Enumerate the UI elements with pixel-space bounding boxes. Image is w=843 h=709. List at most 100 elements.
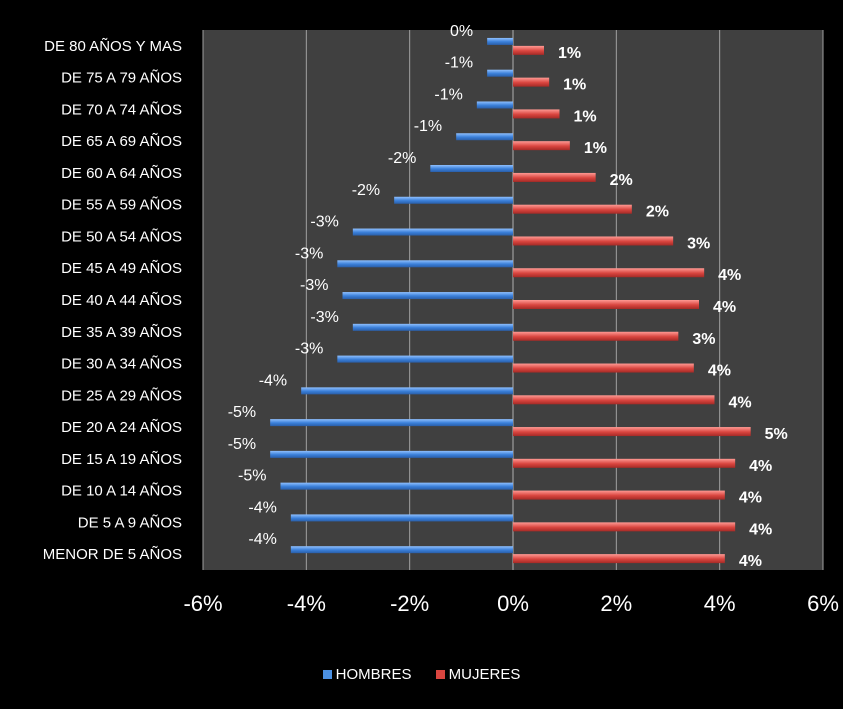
category-label: DE 20 A 24 AÑOS [61,419,182,436]
bar-hombres [290,546,513,554]
category-label: DE 25 A 29 AÑOS [61,387,182,404]
data-label-mujeres: 2% [646,204,669,221]
x-tick-label: 6% [807,591,839,616]
bar-hombres [352,228,513,236]
data-label-mujeres: 5% [765,426,788,443]
bar-mujeres [513,172,596,182]
data-label-hombres: -1% [434,86,462,103]
x-tick-label: 0% [497,591,529,616]
data-label-mujeres: 4% [708,363,731,380]
bar-mujeres [513,363,694,373]
category-label: DE 55 A 59 AÑOS [61,197,182,214]
data-label-mujeres: 1% [558,45,581,62]
legend-item-hombres: HOMBRES [322,666,412,683]
x-tick-label: -6% [183,591,222,616]
bar-mujeres [513,45,544,55]
legend-item-mujeres: MUJERES [435,666,521,683]
bar-mujeres [513,109,560,119]
data-label-mujeres: 1% [584,140,607,157]
bar-series [270,37,751,564]
bar-hombres [430,165,513,172]
data-label-mujeres: 2% [610,172,633,189]
legend-swatch-hombres [322,670,332,679]
bar-hombres [337,260,513,268]
bar-mujeres [513,141,570,151]
bar-hombres [337,355,513,363]
category-label: DE 75 A 79 AÑOS [61,70,182,87]
category-label: DE 50 A 54 AÑOS [61,228,182,245]
data-label-mujeres: 4% [749,521,772,538]
data-label-mujeres: 4% [713,299,736,316]
data-label-hombres: -3% [310,309,338,326]
bar-hombres [476,101,513,109]
category-label: DE 30 A 34 AÑOS [61,356,182,373]
bar-hombres [487,69,513,77]
bar-hombres [352,323,513,331]
bar-mujeres [513,554,725,564]
data-label-hombres: -2% [352,182,380,199]
category-label: DE 70 A 74 AÑOS [61,101,182,118]
bar-hombres [456,133,513,141]
bar-mujeres [513,268,705,278]
category-label: DE 5 A 9 AÑOS [78,514,182,531]
legend-label-hombres: HOMBRES [335,666,412,683]
data-label-mujeres: 4% [739,490,762,507]
data-label-hombres: -5% [228,436,256,453]
data-label-mujeres: 4% [749,458,772,475]
bar-mujeres [513,490,725,500]
data-label-hombres: -4% [248,499,276,516]
category-label: DE 65 A 69 AÑOS [61,133,182,150]
category-label: MENOR DE 5 AÑOS [43,546,182,563]
data-label-mujeres: 3% [687,235,710,252]
gridlines [202,30,824,570]
bar-mujeres [513,331,679,341]
data-label-mujeres: 3% [692,331,715,348]
category-axis-labels: DE 80 AÑOS Y MAS DE 75 A 79 AÑOS DE 70 A 7… [43,38,182,563]
bar-hombres [270,419,513,427]
data-label-hombres: -5% [238,468,266,485]
x-tick-label: 2% [600,591,632,616]
bar-hombres [394,196,513,204]
category-label: DE 45 A 49 AÑOS [61,260,182,277]
data-label-hombres: -3% [295,245,323,262]
bar-hombres [301,387,513,395]
legend: HOMBRES MUJERES [0,666,843,683]
category-label: DE 15 A 19 AÑOS [61,451,182,468]
category-label: DE 60 A 64 AÑOS [61,165,182,182]
bar-mujeres [513,236,674,246]
data-label-hombres: -2% [388,150,416,167]
data-label-hombres: -1% [414,118,442,135]
bar-mujeres [513,522,736,532]
x-tick-label: -2% [390,591,429,616]
data-label-hombres: -5% [228,404,256,421]
data-label-hombres: -3% [295,341,323,358]
data-label-hombres: -1% [445,55,473,72]
data-label-hombres: -3% [300,277,328,294]
bar-mujeres [513,458,736,468]
legend-swatch-mujeres [435,670,445,679]
legend-label-mujeres: MUJERES [448,666,521,683]
data-label-hombres: 0% [450,23,473,40]
bar-mujeres [513,204,632,214]
bar-mujeres [513,77,550,87]
bar-hombres [342,292,513,300]
x-tick-label: -4% [287,591,326,616]
data-labels: 0% 1% -1% 1% -1% 1% -1% 1% -2% 2% -2% 2% -3% 3% -3% 4% -… [228,23,788,570]
category-label: DE 40 A 44 AÑOS [61,292,182,309]
category-label: DE 35 A 39 AÑOS [61,324,182,341]
bar-mujeres [513,300,699,309]
data-label-mujeres: 1% [574,108,597,125]
x-tick-label: 4% [704,591,736,616]
bar-hombres [270,450,513,458]
data-label-hombres: -4% [248,531,276,548]
data-label-mujeres: 4% [739,553,762,570]
bar-hombres [290,514,513,522]
data-label-hombres: -3% [310,214,338,231]
bar-hombres [487,37,513,45]
category-label: DE 10 A 14 AÑOS [61,483,182,500]
bar-mujeres [513,427,751,437]
x-axis-ticks: -6% -4% -2% 0% 2% 4% 6% [183,591,838,616]
data-label-mujeres: 4% [718,267,741,284]
data-label-mujeres: 4% [729,394,752,411]
